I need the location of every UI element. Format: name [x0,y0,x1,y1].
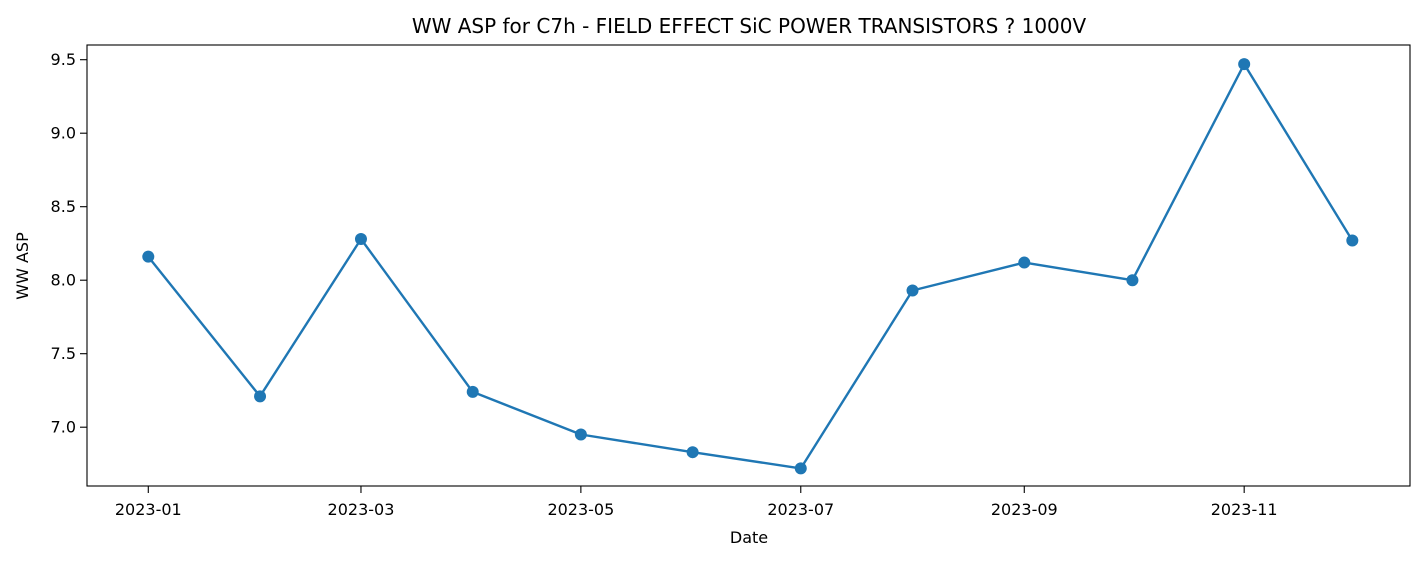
y-tick-label: 7.5 [51,344,76,363]
y-axis-label: WW ASP [13,232,32,300]
data-point [1238,58,1251,71]
series-line [147,62,1354,470]
data-point [906,284,919,297]
x-tick-label: 2023-01 [115,500,182,519]
y-tick-label: 7.0 [51,418,76,437]
data-point [686,446,699,459]
x-axis-label: Date [730,528,768,547]
data-point [794,462,807,475]
data-point [466,385,479,398]
y-tick-label: 9.0 [51,124,76,143]
data-point [354,233,367,246]
x-tick-label: 2023-05 [547,500,614,519]
data-point [1018,256,1031,269]
data-point [142,250,155,263]
axes-frame [86,44,1411,487]
data-point [1346,234,1359,247]
data-point [254,390,267,403]
data-point [574,428,587,441]
y-tick-label: 8.0 [51,271,76,290]
x-tick-label: 2023-07 [767,500,834,519]
chart-title: WW ASP for C7h - FIELD EFFECT SiC POWER … [412,14,1087,38]
plot-area: 7.0 7.5 8.0 8.5 9.0 9.5 2023-01 2023-03 2023-05 2… [51,44,1411,519]
x-tick-label: 2023-03 [328,500,395,519]
x-tick-label: 2023-11 [1211,500,1278,519]
x-tick-label: 2023-09 [991,500,1058,519]
y-tick-label: 8.5 [51,197,76,216]
y-tick-label: 9.5 [51,50,76,69]
data-point [1126,274,1139,287]
